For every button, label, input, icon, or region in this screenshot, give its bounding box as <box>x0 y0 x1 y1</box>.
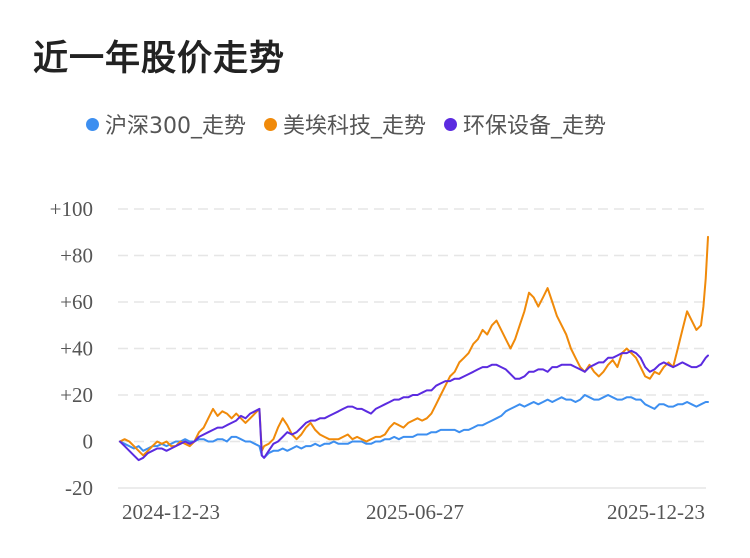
y-tick-label: +80 <box>60 244 93 268</box>
y-tick-label: +40 <box>60 337 93 361</box>
x-tick-label: 2025-12-23 <box>607 500 705 524</box>
y-tick-label: +20 <box>60 383 93 407</box>
y-tick-label: +60 <box>60 290 93 314</box>
legend-item-meiai[interactable]: 美埃科技_走势 <box>264 108 426 140</box>
y-tick-label: 0 <box>83 430 94 454</box>
chart-title: 近一年股价走势 <box>33 39 286 79</box>
legend-label-env: 环保设备_走势 <box>463 114 607 139</box>
legend-dot-env <box>444 117 458 131</box>
series-line-meiai <box>119 235 709 457</box>
legend-dot-hs300 <box>86 117 99 131</box>
x-tick-label: 2024-12-23 <box>122 500 220 524</box>
legend-label-hs300: 沪深300_走势 <box>105 114 246 139</box>
legend-item-hs300[interactable]: 沪深300_走势 <box>86 108 246 140</box>
series-line-hs300 <box>119 394 709 459</box>
x-tick-label: 2025-06-27 <box>366 500 464 524</box>
y-tick-label: +100 <box>50 197 93 221</box>
legend-dot-meiai <box>264 117 277 131</box>
legend: 沪深300_走势 美埃科技_走势 环保设备_走势 <box>86 108 624 140</box>
legend-item-env[interactable]: 环保设备_走势 <box>444 108 606 140</box>
legend-label-meiai: 美埃科技_走势 <box>283 114 427 139</box>
y-tick-label: -20 <box>65 476 93 500</box>
series-line-env <box>119 349 709 462</box>
